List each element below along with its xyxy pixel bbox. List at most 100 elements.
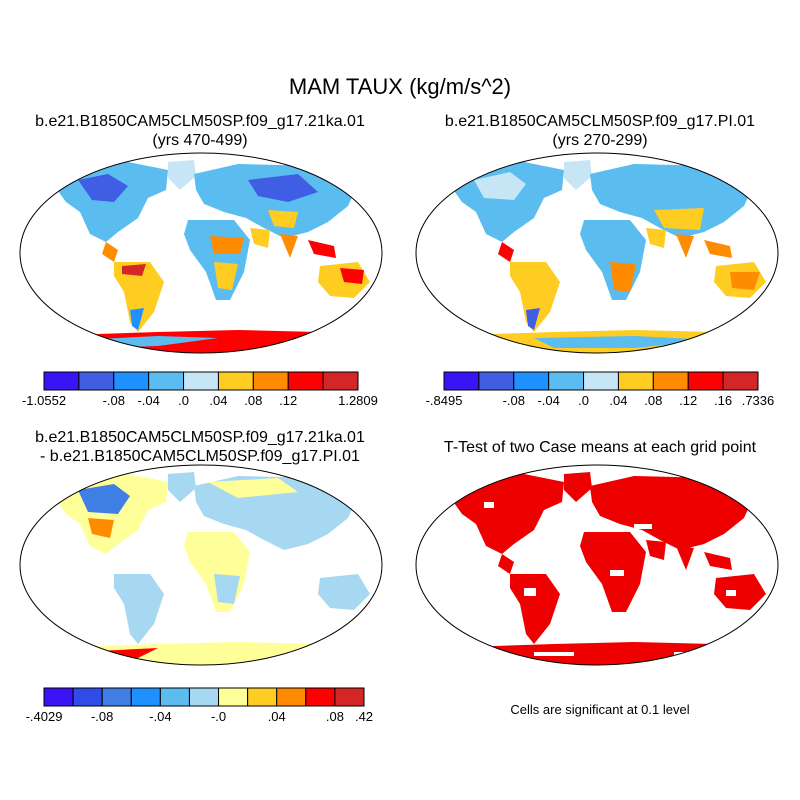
landmass-india: [280, 234, 298, 258]
map-panel-ttest: [414, 462, 780, 668]
colorbar-box: [101, 687, 132, 707]
figure-title: MAM TAUX (kg/m/s^2): [288, 74, 512, 99]
map-panel-difference: [18, 462, 384, 668]
colorbar-box: [218, 687, 249, 707]
landmass-africa-sahel: [210, 236, 244, 254]
landmass-maritime-asia: [308, 240, 336, 258]
colorbar-box: [287, 371, 324, 391]
colorbar-case1-svg: -1.0552 -.08 -.04 .0 .04 .08 .12 1.2809: [22, 371, 378, 408]
panel-title-case1: b.e21.B1850CAM5CLM50SP.f09_g17.21ka.01 (…: [0, 112, 400, 150]
landmass-eurasia: [590, 476, 754, 550]
landmass-africa: [184, 532, 250, 612]
panel-title-difference: b.e21.B1850CAM5CLM50SP.f09_g17.21ka.01 -…: [0, 428, 400, 466]
colorbar-label: .04: [268, 709, 286, 724]
map-border-ttest: [415, 464, 779, 666]
colorbar-label: 1.2809: [338, 393, 378, 408]
landmass-greenland: [168, 160, 196, 190]
map-border-case1: [19, 152, 383, 354]
colorbar-box: [113, 371, 150, 391]
colorbar-label: -.08: [91, 709, 113, 724]
colorbar-label: .08: [244, 393, 262, 408]
landmass-australia-detail: [340, 268, 364, 284]
map-difference: [19, 464, 383, 666]
landmass-africa: [184, 220, 250, 300]
colorbar-label: .42: [355, 709, 373, 724]
panel-title-ttest-line1: T-Test of two Case means at each grid po…: [443, 439, 757, 456]
map-border-case2: [415, 152, 779, 354]
landmass-africa-south: [214, 574, 240, 604]
colorbar-box: [252, 371, 289, 391]
colorbar-box: [548, 371, 585, 391]
colorbar-label: -.8495: [426, 393, 463, 408]
panel-title-ttest: T-Test of two Case means at each grid po…: [400, 438, 800, 457]
landmass-central-asia-detail: [268, 210, 298, 228]
colorbar-case2: -.8495 -.08 -.04 .0 .04 .08 .12 .16 .7336: [426, 371, 774, 412]
panel-title-case2: b.e21.B1850CAM5CLM50SP.f09_g17.PI.01 (yr…: [400, 112, 800, 150]
landmass-south-america-south: [130, 308, 144, 330]
landmass-australia: [714, 574, 766, 610]
colorbar-box: [43, 371, 80, 391]
map-ttest: [415, 464, 779, 666]
colorbar-box: [687, 371, 724, 391]
panel-title-case2-line2: (yrs 270-299): [552, 132, 648, 149]
landmass-central-america: [102, 242, 118, 262]
colorbar-box: [43, 687, 74, 707]
significance-note: Cells are significant at 0.1 level: [510, 702, 690, 717]
landmass-south-america: [114, 574, 164, 644]
colorbar-box: [305, 687, 336, 707]
colorbar-label: .16: [714, 393, 732, 408]
colorbar-label: -.4029: [26, 709, 63, 724]
colorbar-box: [443, 371, 480, 391]
landmass-arabia: [646, 540, 666, 560]
map-panel-case1: [18, 150, 384, 356]
colorbar-label: -.04: [537, 393, 559, 408]
landmass-greenland: [168, 472, 196, 502]
colorbar-label: -.0: [211, 709, 226, 724]
landmass-siberia-detail: [248, 174, 318, 202]
colorbar-box: [78, 371, 115, 391]
colorbar-label: .0: [578, 393, 589, 408]
colorbar-case1: -1.0552 -.08 -.04 .0 .04 .08 .12 1.2809: [22, 371, 378, 412]
colorbar-difference-svg: -.4029 -.08 -.04 -.0 .04 .08 .42: [26, 687, 373, 724]
colorbar-box: [148, 371, 185, 391]
landmass-antarctica: [20, 642, 382, 665]
colorbar-box: [183, 371, 219, 391]
colorbar-label: -.04: [137, 393, 159, 408]
colorbar-box: [583, 371, 619, 391]
landmass-south-america: [114, 262, 164, 332]
landmass-north-america: [56, 162, 168, 242]
landmass-central-america: [498, 242, 514, 262]
colorbar-label: -.04: [149, 709, 171, 724]
colorbar-label: -1.0552: [22, 393, 66, 408]
landmass-arabia: [250, 228, 270, 248]
colorbar-label: .0: [178, 393, 189, 408]
colorbar-label: .08: [326, 709, 344, 724]
colorbar-box: [159, 687, 190, 707]
landmass-africa-south: [610, 262, 636, 292]
landmass-eurasia: [590, 164, 754, 238]
landmass-eurasia: [194, 164, 358, 238]
colorbar-box: [276, 687, 307, 707]
landmass-north-america: [452, 474, 564, 554]
landmass-maritime-asia: [704, 552, 732, 570]
colorbar-label: -.08: [503, 393, 525, 408]
landmass-india: [676, 234, 694, 258]
map-border-difference: [19, 464, 383, 666]
colorbar-box: [478, 371, 515, 391]
colorbar-difference: -.4029 -.08 -.04 -.0 .04 .08 .42: [26, 687, 373, 728]
panel-title-difference-line2: - b.e21.B1850CAM5CLM50SP.f09_g17.PI.01: [40, 448, 360, 465]
landmass-south-america-south: [526, 308, 540, 330]
landmass-antarctica: [20, 330, 382, 353]
colorbar-label: .08: [644, 393, 662, 408]
landmass-central-america: [498, 554, 514, 574]
map-panel-case2: [414, 150, 780, 356]
landmass-antarctica: [416, 642, 778, 665]
landmass-greenland: [564, 472, 592, 502]
colorbar-box: [217, 371, 254, 391]
colorbar-label: .7336: [742, 393, 775, 408]
colorbar-case2-svg: -.8495 -.08 -.04 .0 .04 .08 .12 .16 .7336: [426, 371, 774, 408]
landmass-south-america-north: [122, 264, 146, 276]
colorbar-label: .12: [279, 393, 297, 408]
panel-title-case2-line1: b.e21.B1850CAM5CLM50SP.f09_g17.PI.01: [444, 113, 756, 130]
colorbar-box: [652, 371, 689, 391]
